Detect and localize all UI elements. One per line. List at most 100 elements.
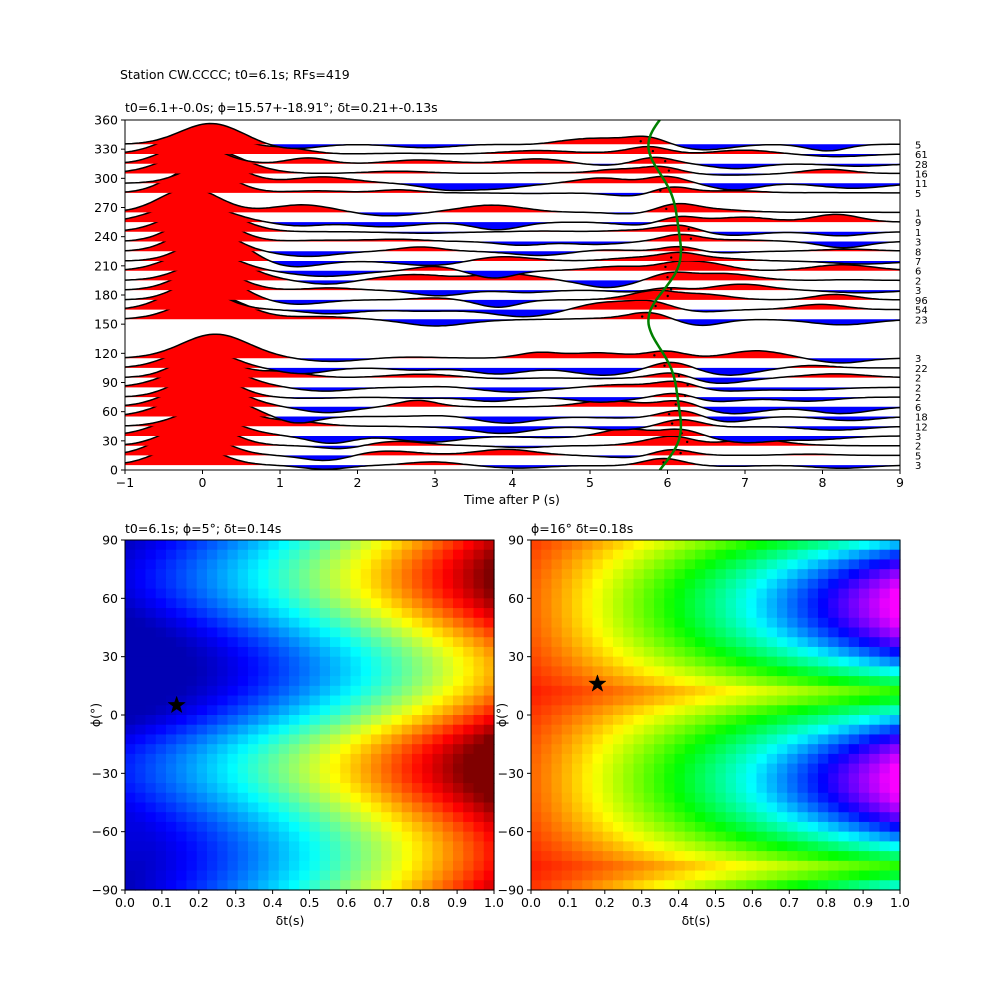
- heatmap-cell: [340, 549, 352, 561]
- heatmap-cell: [381, 627, 393, 638]
- heatmap-cell: [412, 627, 423, 638]
- heatmap-cell: [166, 685, 177, 697]
- heatmap-cell: [196, 578, 208, 590]
- heatmap-cell: [664, 802, 676, 813]
- heatmap-cell: [643, 617, 655, 629]
- negative-fill: [125, 416, 900, 424]
- heatmap-cell: [705, 715, 717, 726]
- heatmap-cell: [797, 812, 809, 823]
- heatmap-cell: [859, 841, 870, 852]
- heatmap-cell: [725, 666, 737, 677]
- heatmap-cell: [278, 715, 290, 726]
- y-tick-label: 0: [110, 708, 118, 723]
- heatmap-cell: [828, 802, 840, 813]
- heatmap-cell: [889, 744, 901, 755]
- heatmap-cell: [674, 812, 686, 823]
- heatmap-cell: [572, 540, 583, 551]
- heatmap-cell: [643, 831, 655, 842]
- heatmap-cell: [695, 821, 706, 833]
- heatmap-cell: [643, 773, 655, 784]
- heatmap-cell: [756, 598, 768, 609]
- heatmap-cell: [412, 715, 423, 726]
- heatmap-cell: [572, 860, 583, 872]
- heatmap-cell: [736, 744, 747, 755]
- heatmap-cell: [705, 773, 717, 784]
- heatmap-cell: [186, 617, 198, 629]
- heatmap-cell: [807, 656, 819, 667]
- heatmap-cell: [869, 783, 881, 794]
- heatmap-cell: [330, 540, 341, 551]
- heatmap-cell: [654, 812, 665, 823]
- trace-count-label: 7: [915, 257, 921, 268]
- heatmap-cell: [422, 783, 434, 794]
- heatmap-cell: [684, 783, 696, 794]
- heatmap-cell: [756, 540, 768, 551]
- trace-count-label: 2: [915, 276, 921, 287]
- heatmap-cell: [541, 559, 553, 570]
- heatmap-cell: [787, 802, 799, 813]
- heatmap-cell: [756, 656, 768, 667]
- heatmap-cell: [664, 841, 676, 852]
- heatmap-cell: [412, 870, 423, 881]
- heatmap-cell: [541, 880, 553, 891]
- heatmap-cell: [483, 880, 495, 891]
- heatmap-cell: [541, 783, 553, 794]
- trace-line: [125, 233, 900, 268]
- heatmap-cell: [848, 715, 860, 726]
- heatmap-cell: [248, 695, 259, 706]
- heatmap-cell: [684, 656, 696, 667]
- heatmap-cell: [561, 705, 573, 716]
- heatmap-cell: [592, 773, 604, 784]
- heatmap-cell: [705, 802, 717, 813]
- heatmap-cell: [330, 851, 341, 862]
- heatmap-cell: [531, 578, 542, 590]
- trace-count-label: 2: [915, 383, 921, 394]
- trace-count-label: 6: [915, 267, 921, 278]
- heatmap-cell: [848, 676, 860, 687]
- heatmap-cell: [633, 685, 645, 697]
- heatmap-cell: [602, 646, 614, 658]
- heatmap-cell: [582, 860, 594, 872]
- wiggle-trace: [125, 333, 900, 364]
- heatmap-cell: [551, 841, 563, 852]
- heatmap-cell: [473, 549, 485, 561]
- heatmap-cell: [869, 617, 881, 629]
- heatmap-cell: [613, 540, 624, 551]
- heatmap-cell: [561, 598, 573, 609]
- heatmap-cell: [166, 705, 177, 716]
- heatmap-cell: [818, 763, 829, 774]
- heatmap-cell: [289, 763, 300, 774]
- heatmap-cell: [268, 773, 280, 784]
- heatmap-cell: [289, 685, 300, 697]
- heatmap-cell: [848, 773, 860, 784]
- heatmap-cell: [135, 851, 147, 862]
- heatmap-cell: [869, 763, 881, 774]
- heatmap-cell: [391, 792, 403, 804]
- heatmap-cell: [299, 841, 311, 852]
- heatmap-cell: [602, 851, 614, 862]
- heatmap-cell: [186, 559, 198, 570]
- heatmap-cell: [531, 734, 542, 745]
- heatmap-cell: [401, 724, 413, 736]
- heatmap-cell: [360, 744, 372, 755]
- heatmap-cell: [268, 763, 280, 774]
- heatmap-cell: [859, 812, 870, 823]
- heatmap-cell: [227, 617, 239, 629]
- heatmap-cell: [371, 860, 382, 872]
- heatmap-cell: [807, 588, 819, 599]
- pick-dot: [687, 227, 690, 231]
- heatmap-cell: [643, 676, 655, 687]
- heatmap-cell: [227, 724, 239, 736]
- heatmap-cell: [289, 792, 300, 804]
- heatmap-cell: [350, 744, 362, 755]
- heatmap-cell: [654, 588, 665, 599]
- trace-count-label: 16: [915, 170, 928, 181]
- heatmap-cell: [371, 783, 382, 794]
- heatmap-cell: [473, 608, 485, 619]
- heatmap-cell: [592, 880, 604, 891]
- heatmap-cell: [777, 578, 788, 590]
- heatmap-cell: [125, 656, 136, 667]
- trace-line: [125, 201, 900, 231]
- heatmap-cell: [442, 569, 454, 580]
- trace-count-label: 12: [915, 422, 928, 433]
